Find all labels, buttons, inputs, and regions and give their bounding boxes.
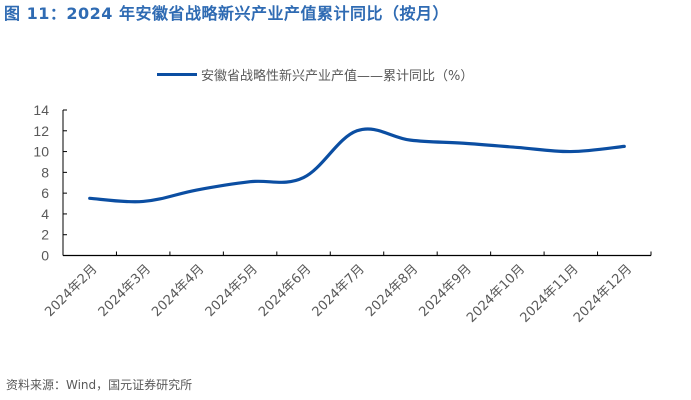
x-tick-label: 2024年4月 — [149, 262, 207, 320]
series-line — [88, 127, 626, 204]
y-tick-label: 8 — [41, 164, 49, 180]
x-tick-label: 2024年9月 — [417, 262, 475, 320]
y-axis: 0 2 4 6 8 10 12 14 — [33, 102, 67, 264]
y-tick-label: 10 — [33, 144, 49, 160]
x-tick-label: 2024年5月 — [203, 262, 261, 320]
y-tick-label: 2 — [41, 227, 49, 243]
source-note: 资料来源：Wind，国元证券研究所 — [6, 378, 193, 392]
x-tick-label: 2024年7月 — [310, 262, 368, 320]
x-tick-label: 2024年3月 — [96, 262, 154, 320]
y-tick-label: 6 — [41, 185, 49, 201]
x-axis: 2024年2月2024年3月2024年4月2024年5月2024年6月2024年… — [42, 251, 652, 326]
y-tick-label: 12 — [33, 123, 49, 139]
legend-line-swatch — [157, 72, 197, 76]
y-tick-label: 0 — [41, 248, 49, 264]
chart-legend: 安徽省战略性新兴产业产值——累计同比（%） — [157, 64, 473, 84]
y-tick-label: 4 — [41, 206, 49, 222]
figure-title: 图 11：2024 年安徽省战略新兴产业产值累计同比（按月） — [4, 4, 449, 23]
x-tick-label: 2024年6月 — [256, 262, 314, 320]
legend-label: 安徽省战略性新兴产业产值——累计同比（%） — [201, 68, 474, 84]
x-tick-label: 2024年8月 — [363, 262, 421, 320]
y-tick-label: 14 — [33, 102, 49, 118]
x-tick-label: 2024年2月 — [42, 262, 100, 320]
